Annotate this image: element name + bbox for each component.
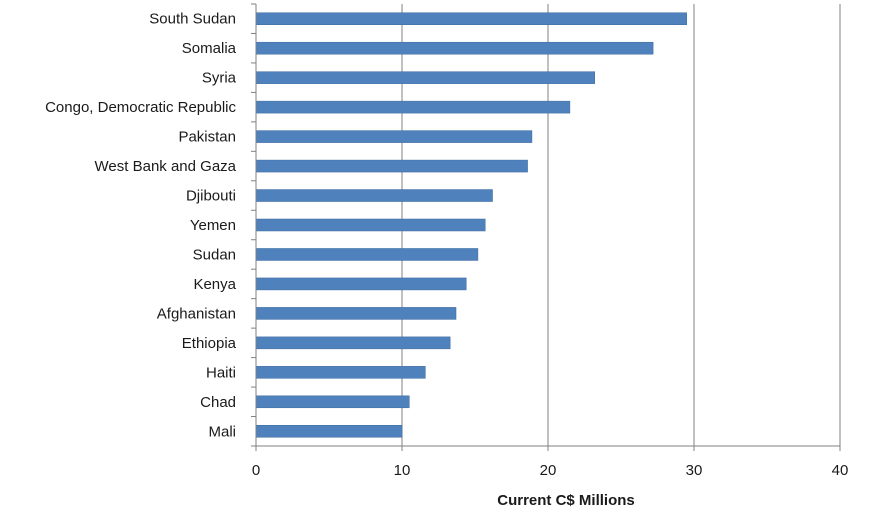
tick-labels: 0 10 20 30 40 — [252, 462, 849, 479]
category-label: Ethiopia — [182, 335, 237, 352]
x-tick-label: 10 — [394, 462, 411, 479]
category-label: Syria — [202, 70, 237, 87]
bar-somalia — [255, 41, 654, 55]
bar-haiti — [255, 366, 426, 379]
bar-yemen — [255, 218, 486, 232]
x-tick-label: 0 — [252, 462, 260, 479]
bar-west-bank-and-gaza — [255, 159, 528, 173]
bar-chad — [255, 395, 410, 409]
category-label: Pakistan — [178, 129, 236, 146]
bar-syria — [255, 71, 595, 84]
bar-ethiopia — [255, 336, 451, 350]
category-label: Mali — [208, 423, 236, 440]
category-label: Kenya — [193, 276, 236, 293]
x-tick-label: 20 — [540, 462, 557, 479]
x-axis-title: Current C$ Millions — [497, 492, 635, 509]
bar-south-sudan — [255, 12, 687, 25]
category-label: Chad — [200, 394, 236, 411]
category-label: Somalia — [182, 40, 237, 57]
bar-djibouti — [255, 189, 493, 202]
bar-pakistan — [255, 130, 533, 143]
bar-mali — [255, 425, 403, 438]
category-label: Yemen — [190, 217, 236, 234]
category-label: South Sudan — [149, 11, 236, 28]
category-label: Sudan — [193, 246, 236, 263]
category-label: Congo, Democratic Republic — [45, 99, 236, 116]
category-labels: South Sudan Somalia Syria Congo, Democratic… — [45, 11, 237, 441]
category-label: West Bank and Gaza — [95, 158, 237, 175]
x-tick-label: 30 — [686, 462, 703, 479]
bar-sudan — [255, 248, 479, 261]
x-tick-label: 40 — [832, 462, 849, 479]
bar-afghanistan — [255, 307, 457, 320]
bar-kenya — [255, 277, 467, 291]
category-label: Haiti — [206, 364, 236, 381]
bar-congo-democratic-republic — [255, 100, 571, 114]
category-label: Afghanistan — [157, 305, 236, 322]
bars — [255, 12, 687, 438]
axes — [251, 3, 841, 451]
category-label: Djibouti — [186, 188, 236, 205]
